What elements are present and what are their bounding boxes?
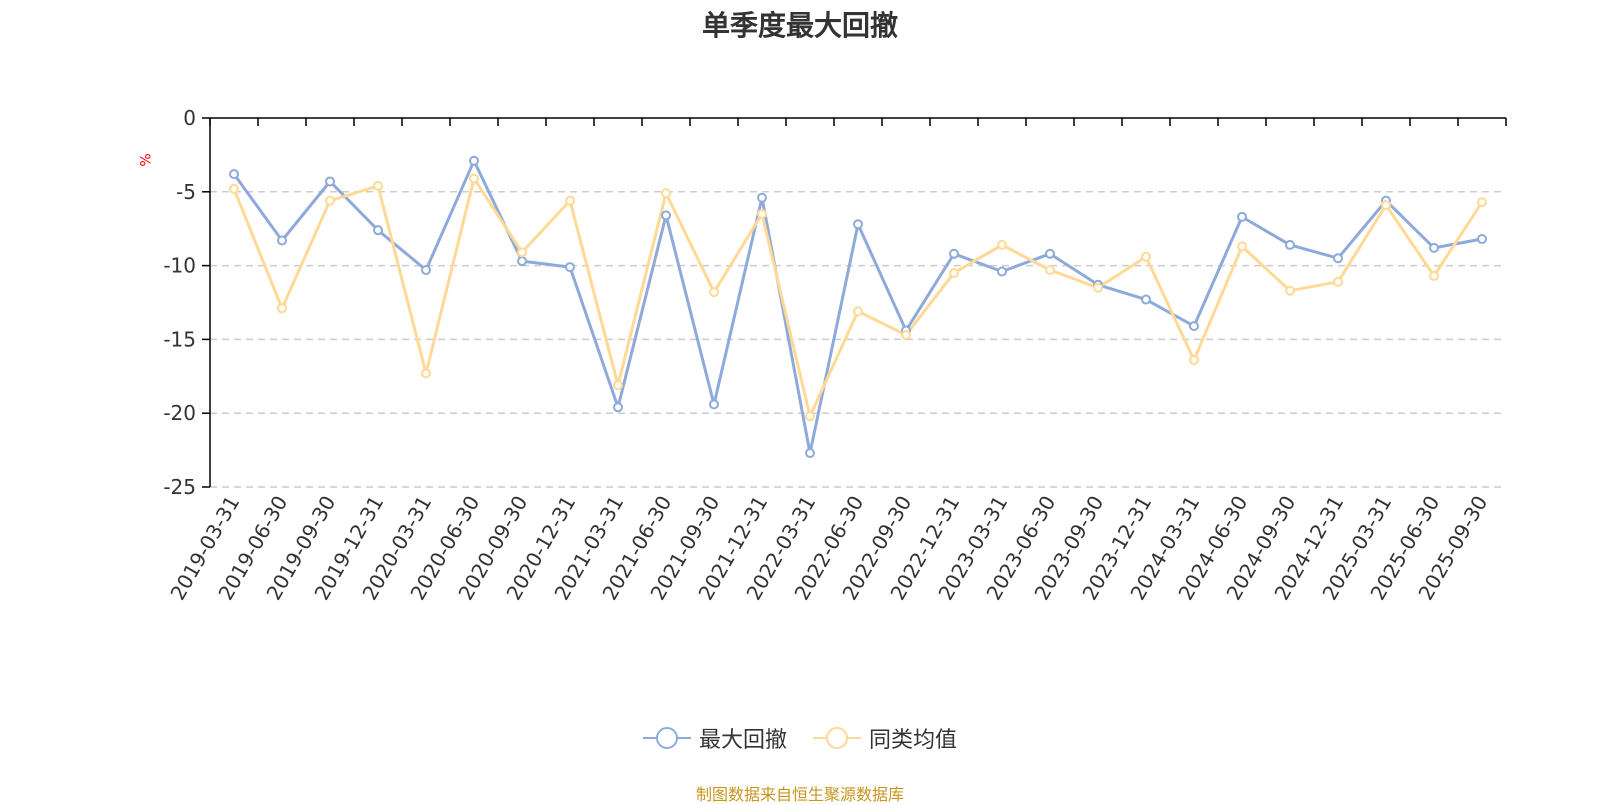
y-tick-label: 0	[183, 106, 196, 130]
data-point-series-2	[613, 380, 623, 391]
legend-marker-icon	[642, 727, 691, 749]
y-tick-label: -25	[163, 475, 196, 499]
data-point-series-1	[1333, 253, 1343, 264]
data-point-series-1	[325, 176, 335, 187]
data-point-series-1	[565, 262, 575, 273]
data-point-series-2	[229, 183, 239, 194]
data-point-series-1	[1141, 294, 1151, 305]
data-point-series-1	[1189, 321, 1199, 332]
y-tick-label: -10	[163, 254, 196, 278]
data-point-series-1	[949, 248, 959, 259]
data-point-series-1	[517, 256, 527, 267]
chart-title: 单季度最大回撤	[701, 9, 898, 42]
data-point-series-1	[277, 235, 287, 246]
data-point-series-2	[853, 306, 863, 317]
data-point-series-2	[757, 208, 767, 219]
y-tick-label: -5	[176, 180, 196, 204]
data-point-series-2	[469, 173, 479, 184]
data-point-series-2	[949, 267, 959, 278]
data-point-series-1	[661, 210, 671, 221]
data-point-series-2	[1141, 251, 1151, 262]
y-tick-label: -20	[163, 401, 196, 425]
gridlines	[210, 191, 1506, 488]
data-point-series-2	[1237, 241, 1247, 252]
data-point-series-2	[1189, 355, 1199, 366]
data-point-series-2	[373, 180, 383, 191]
legend-label-series-2: 同类均值	[869, 728, 958, 753]
data-point-series-2	[1477, 197, 1487, 208]
data-point-series-1	[1477, 234, 1487, 245]
data-point-series-1	[805, 448, 815, 459]
data-point-series-2	[565, 195, 575, 206]
data-point-series-1	[229, 169, 239, 180]
data-point-series-2	[421, 368, 431, 379]
legend-label-series-1: 最大回撤	[698, 728, 787, 753]
data-point-series-1	[997, 266, 1007, 277]
data-point-series-2	[709, 287, 719, 298]
data-point-series-1	[421, 265, 431, 276]
data-point-series-1	[709, 399, 719, 410]
tick-labels: 0-5-10-15-20-252019-03-312019-06-302019-…	[163, 106, 1492, 604]
data-point-series-2	[661, 188, 671, 199]
data-point-series-2	[517, 247, 527, 258]
data-point-series-2	[901, 329, 911, 340]
data-point-series-2	[997, 239, 1007, 250]
data-point-series-1	[757, 192, 767, 203]
data-point-series-2	[1285, 285, 1295, 296]
data-point-series-1	[1285, 239, 1295, 250]
data-point-series-1	[373, 225, 383, 236]
y-tick-label: -15	[163, 327, 196, 351]
series-line-2	[232, 177, 1484, 418]
data-point-series-2	[1093, 282, 1103, 293]
axes	[202, 117, 1507, 488]
y-axis-unit-label: %	[138, 153, 155, 167]
data-point-series-1	[1045, 248, 1055, 259]
data-source-note: 制图数据来自恒生聚源数据库	[695, 785, 904, 804]
legend: 最大回撤 同类均值	[0, 722, 1600, 754]
data-point-series-2	[1381, 200, 1391, 211]
data-point-series-1	[1237, 211, 1247, 222]
data-point-series-1	[613, 402, 623, 413]
series-lines	[229, 155, 1487, 459]
data-point-series-1	[1429, 242, 1439, 253]
data-point-series-2	[1429, 270, 1439, 281]
legend-marker-icon	[813, 727, 861, 749]
data-point-series-2	[1333, 276, 1343, 287]
legend-item-series-2[interactable]: 同类均值	[813, 722, 957, 754]
data-point-series-1	[469, 155, 479, 166]
legend-item-series-1[interactable]: 最大回撤	[642, 722, 787, 754]
data-point-series-2	[805, 411, 815, 422]
data-point-series-1	[853, 219, 863, 230]
data-point-series-2	[325, 195, 335, 206]
data-point-series-2	[277, 303, 287, 314]
data-point-series-2	[1045, 265, 1055, 276]
